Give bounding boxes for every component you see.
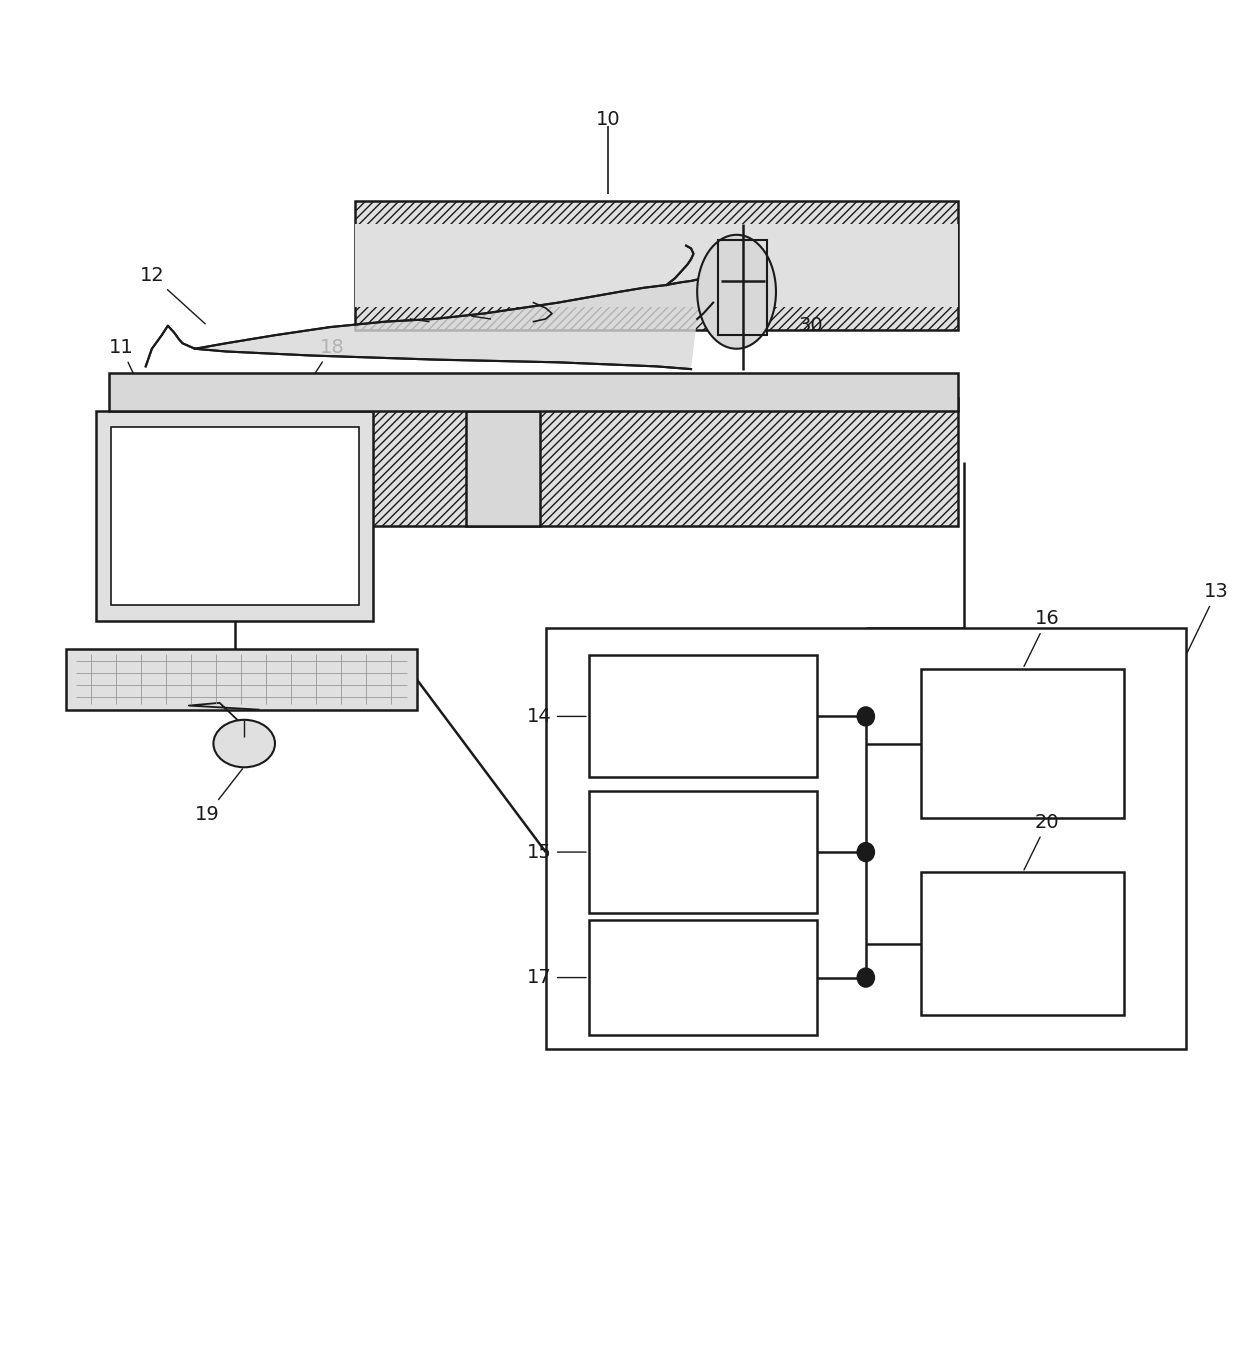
Text: 15: 15 [527,842,587,861]
Bar [112,427,358,605]
Bar [921,669,1125,818]
Text: 17: 17 [527,968,587,987]
Circle shape [857,968,874,987]
Bar [921,872,1125,1016]
Text: 30: 30 [799,317,823,336]
Bar [589,792,817,913]
Text: 14: 14 [527,707,587,726]
Text: 13: 13 [1187,581,1229,652]
Text: 16: 16 [1024,609,1060,666]
Text: 11: 11 [109,339,139,384]
Bar [355,201,959,330]
Text: 19: 19 [195,768,243,823]
Ellipse shape [697,235,776,349]
Text: 20: 20 [1024,812,1060,870]
Bar [355,224,959,307]
Bar [718,240,768,336]
Bar [355,397,959,527]
Bar [109,373,959,411]
Bar [546,628,1185,1048]
Polygon shape [195,278,702,369]
Circle shape [857,707,874,726]
Text: 18: 18 [291,339,345,410]
Text: 10: 10 [596,111,621,128]
Ellipse shape [213,719,275,767]
Bar [66,648,417,710]
Bar [97,411,373,621]
Bar [589,920,817,1035]
Circle shape [857,842,874,861]
Text: 12: 12 [140,266,205,324]
Bar [589,655,817,778]
Bar [466,411,539,527]
